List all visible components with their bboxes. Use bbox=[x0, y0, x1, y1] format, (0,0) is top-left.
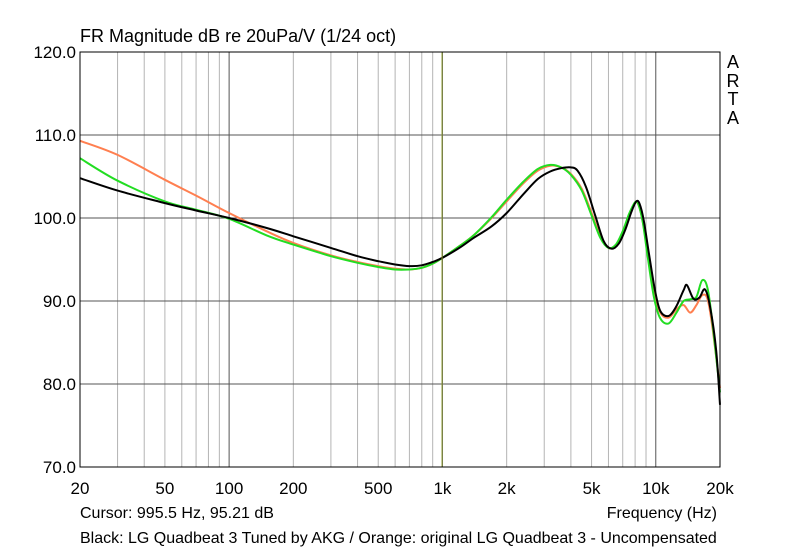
chart-grid bbox=[80, 52, 720, 467]
x-axis-label: Frequency (Hz) bbox=[606, 505, 717, 522]
y-tick-label: 70.0 bbox=[43, 458, 76, 477]
x-tick-label: 100 bbox=[215, 479, 243, 498]
y-tick-label: 80.0 bbox=[43, 375, 76, 394]
plot-frame bbox=[79, 51, 721, 468]
axis-tick-labels: 70.0 80.0 90.0 100.0 110.0 120.0 20 50 100 200 500… bbox=[33, 43, 734, 498]
chart-series bbox=[79, 139, 721, 405]
x-tick-label: 2k bbox=[498, 479, 516, 498]
y-tick-label: 100.0 bbox=[33, 209, 76, 228]
legend-caption: Black: LG Quadbeat 3 Tuned by AKG / Oran… bbox=[80, 530, 717, 547]
x-tick-label: 50 bbox=[155, 479, 174, 498]
series-line-3 bbox=[79, 166, 721, 405]
series-line-2 bbox=[79, 157, 721, 393]
y-tick-label: 110.0 bbox=[35, 126, 76, 145]
chart-title: FR Magnitude dB re 20uPa/V (1/24 oct) bbox=[80, 26, 397, 46]
arta-letter: A bbox=[726, 107, 739, 128]
x-tick-label: 5k bbox=[583, 479, 601, 498]
arta-letter: T bbox=[727, 89, 739, 109]
x-tick-label: 20 bbox=[71, 479, 90, 498]
y-tick-label: 120.0 bbox=[33, 43, 76, 62]
x-tick-label: 20k bbox=[706, 479, 734, 498]
x-tick-label: 1k bbox=[433, 479, 451, 498]
arta-letter: A bbox=[726, 52, 739, 72]
arta-letter: R bbox=[726, 70, 740, 91]
cursor-readout: Cursor: 995.5 Hz, 95.21 dB bbox=[80, 505, 274, 522]
x-tick-label: 10k bbox=[642, 479, 670, 498]
y-tick-label: 90.0 bbox=[43, 292, 76, 311]
x-tick-label: 200 bbox=[279, 479, 307, 498]
arta-logo: A R T A bbox=[725, 53, 741, 127]
x-tick-label: 500 bbox=[364, 479, 392, 498]
